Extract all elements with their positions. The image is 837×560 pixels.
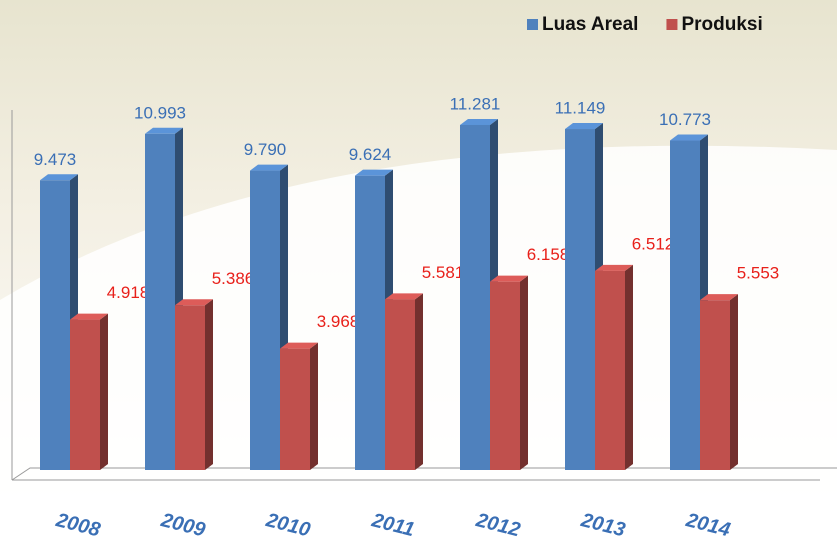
bar-side [205, 299, 213, 470]
data-label: 10.993 [134, 103, 186, 122]
bar [595, 270, 625, 470]
data-label: 4.918 [107, 283, 150, 302]
data-label: 11.149 [555, 99, 606, 118]
bar [565, 129, 595, 470]
bar-top [565, 123, 603, 130]
data-label: 5.553 [737, 264, 780, 283]
data-label: 6.158 [527, 245, 570, 264]
bar-top [595, 264, 633, 271]
bar-side [415, 293, 423, 470]
bar-top [280, 342, 318, 349]
bar [280, 348, 310, 470]
bar [490, 281, 520, 470]
bar-top [70, 313, 108, 320]
bar-side [520, 275, 528, 470]
legend: Luas Areal Produksi [527, 14, 763, 35]
bar [460, 124, 490, 471]
data-label: 6.512 [632, 234, 675, 253]
bar [700, 300, 730, 470]
bar-top [460, 118, 498, 125]
bar-top [490, 275, 528, 282]
bar [145, 133, 175, 470]
bar [40, 180, 70, 470]
bar [670, 140, 700, 470]
bar-side [625, 264, 633, 470]
bar-side [310, 342, 318, 470]
data-label: 11.281 [450, 94, 501, 113]
data-label: 9.624 [349, 145, 392, 164]
bar-top [145, 127, 183, 134]
data-label: 9.790 [244, 140, 287, 159]
data-label: 9.473 [34, 150, 77, 169]
bar-top [175, 299, 213, 306]
data-label: 10.773 [659, 110, 711, 129]
bar [175, 305, 205, 470]
bar [355, 175, 385, 470]
bar-side [730, 294, 738, 470]
data-label: 3.968 [317, 312, 360, 331]
data-label: 5.386 [212, 269, 255, 288]
bar-top [250, 164, 288, 171]
legend-label: Luas Areal [542, 14, 638, 35]
legend-swatch [527, 19, 538, 30]
legend-swatch [666, 19, 678, 30]
legend-label: Produksi [681, 14, 762, 35]
bar-top [700, 294, 738, 301]
bar-top [670, 134, 708, 141]
bar [70, 319, 100, 470]
bar [385, 299, 415, 470]
bar-top [355, 169, 393, 176]
bar-top [385, 293, 423, 300]
bar-top [40, 174, 78, 181]
bar [250, 170, 280, 470]
data-label: 5.581 [422, 263, 465, 282]
bar-side [100, 313, 108, 470]
